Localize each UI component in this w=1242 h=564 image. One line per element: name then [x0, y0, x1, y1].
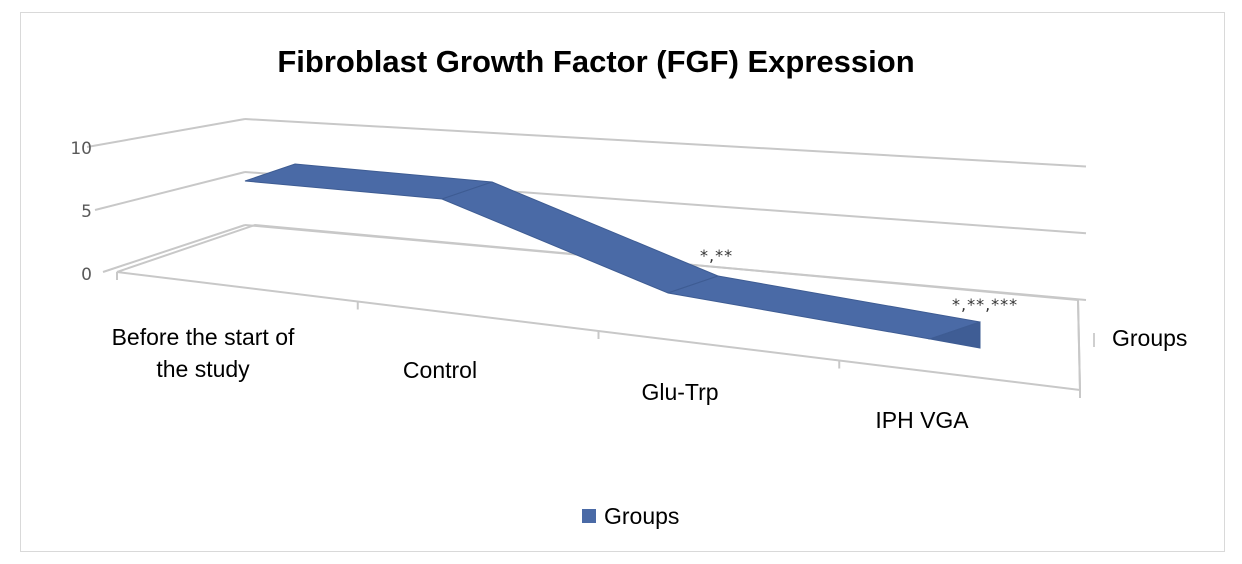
- y-tick-label: 5: [81, 202, 92, 222]
- ribbon-segment-1: [244, 163, 493, 200]
- gridline-back-10: [244, 118, 1087, 168]
- chart-floor: [116, 223, 1082, 398]
- ribbon-segment-2: [440, 181, 720, 294]
- annotation-label: *,**: [700, 246, 733, 265]
- ribbon-end-cap: [928, 321, 981, 349]
- chart-frame: [20, 12, 1225, 552]
- x-tick-label: Glu-Trp: [641, 379, 718, 405]
- legend: Groups: [582, 502, 679, 530]
- labels: 0 5 10 *,** *,**,*** Before the start of the s…: [70, 139, 1187, 433]
- y-tick-label: 10: [70, 139, 92, 159]
- series-ribbon: [244, 163, 981, 349]
- annotation-label: *,**,***: [952, 295, 1018, 314]
- gridline-left-10: [86, 118, 246, 148]
- x-tick-label: IPH VGA: [875, 407, 969, 433]
- gridline-left-5: [94, 171, 246, 211]
- gridline-left-0: [102, 224, 246, 273]
- gridlines: [86, 118, 1087, 301]
- x-tick-label: Before the start of the study: [112, 324, 295, 382]
- floor-right-edge: [1077, 299, 1081, 391]
- legend-swatch: [582, 509, 596, 523]
- depth-axis-label: Groups: [1112, 325, 1187, 351]
- legend-label: Groups: [604, 502, 680, 529]
- x-tick-label: Control: [403, 357, 477, 383]
- chart-title: Fibroblast Growth Factor (FGF) Expressio…: [277, 44, 915, 79]
- y-tick-label: 0: [81, 265, 92, 285]
